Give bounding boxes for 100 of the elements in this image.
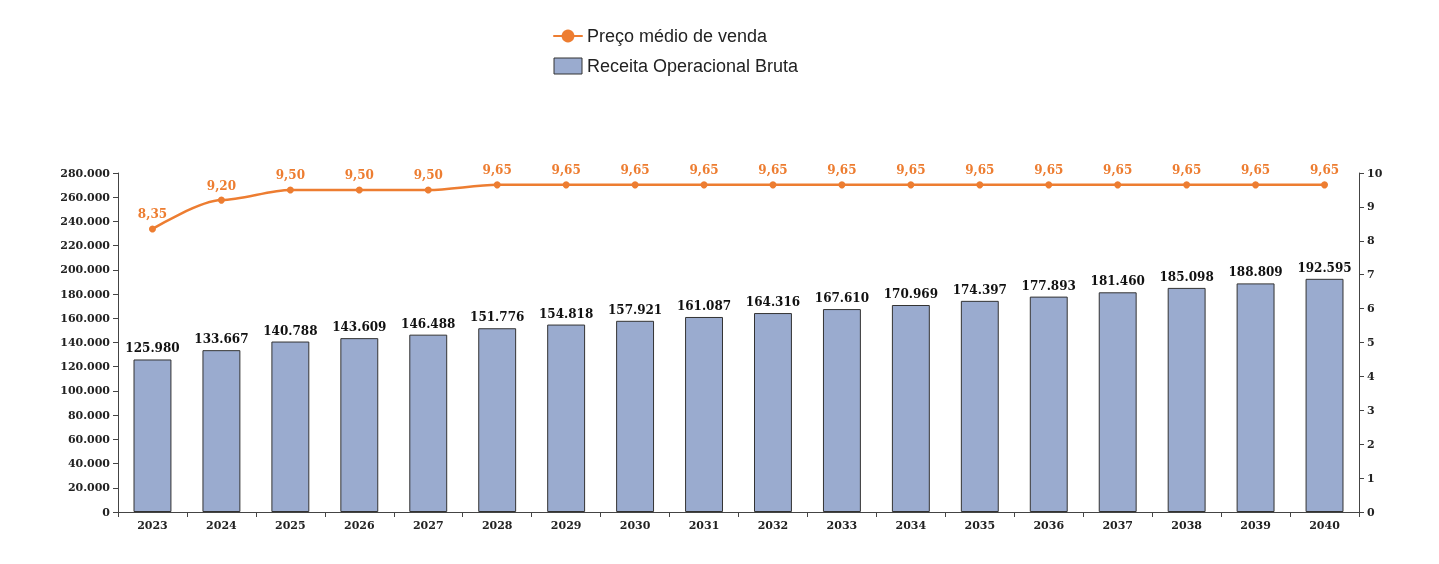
- x-tick-label: 2035: [964, 519, 996, 532]
- data-label: 181.460: [1090, 274, 1145, 289]
- x-tick-label: 2025: [275, 519, 306, 532]
- point: [907, 181, 915, 189]
- bar: [891, 305, 930, 512]
- data-label: 9,65: [482, 163, 512, 178]
- x-tick-label: 2023: [137, 519, 168, 532]
- data-label: 174.397: [952, 282, 1007, 297]
- point: [493, 181, 501, 189]
- bar: [616, 320, 655, 512]
- bar: [1236, 283, 1275, 512]
- y-tick-label: 200.000: [60, 263, 111, 277]
- y-tick-label: 100.000: [60, 384, 111, 398]
- y-tick-label: 280.000: [60, 166, 111, 180]
- point: [1183, 181, 1191, 189]
- y-tick-label: 60.000: [67, 432, 111, 446]
- data-label: 9,65: [758, 163, 788, 178]
- y2-tick-label: 3: [1367, 403, 1375, 417]
- x-tick-label: 2038: [1171, 519, 1203, 532]
- data-label: 9,65: [1240, 163, 1271, 178]
- y2-tick-label: 5: [1367, 336, 1375, 349]
- data-label: 185.098: [1159, 269, 1214, 284]
- data-label: 143.609: [332, 320, 387, 335]
- data-label: 161.087: [676, 298, 732, 313]
- data-label: 9,65: [827, 163, 857, 178]
- y-tick-label: 260.000: [60, 190, 111, 204]
- x-tick-label: 2029: [550, 519, 582, 532]
- data-label: 9,65: [965, 163, 995, 178]
- x-tick-label: 2030: [619, 519, 651, 532]
- y-tick-label: 240.000: [60, 214, 111, 228]
- x-tick-label: 2028: [481, 519, 513, 532]
- point: [1045, 181, 1053, 189]
- y2-tick-label: 7: [1367, 268, 1375, 282]
- point: [424, 186, 432, 194]
- bar: [340, 338, 379, 512]
- data-label: 8,35: [137, 207, 168, 222]
- legend-label: Receita Operacional Bruta: [587, 56, 800, 76]
- data-label: 9,65: [1103, 163, 1133, 178]
- data-label: 146.488: [401, 316, 456, 331]
- bar: [822, 309, 861, 512]
- data-label: 9,50: [275, 168, 305, 183]
- point: [286, 186, 294, 194]
- data-label: 9,65: [551, 163, 581, 178]
- y2-tick-label: 4: [1367, 369, 1375, 383]
- y2-tick-label: 6: [1367, 302, 1375, 316]
- y2-tick-label: 9: [1367, 200, 1375, 214]
- x-tick-label: 2031: [688, 519, 720, 532]
- data-label: 133.667: [194, 332, 249, 347]
- point: [148, 225, 156, 233]
- data-label: 192.595: [1297, 260, 1352, 275]
- bar: [478, 328, 517, 512]
- x-tick-label: 2024: [206, 519, 238, 532]
- bar: [754, 313, 792, 512]
- bar: [1167, 287, 1206, 512]
- point: [1114, 181, 1122, 189]
- x-tick-label: 2034: [895, 519, 927, 532]
- bar: [1029, 296, 1068, 512]
- y2-tick-label: 1: [1367, 471, 1375, 485]
- point: [631, 181, 639, 189]
- data-label: 9,50: [413, 168, 443, 183]
- point: [562, 181, 570, 189]
- x-tick-label: 2040: [1309, 519, 1341, 532]
- x-tick-label: 2039: [1240, 519, 1271, 532]
- x-tick-label: 2033: [826, 519, 858, 532]
- y2-tick-label: 8: [1367, 234, 1375, 248]
- data-label: 167.610: [814, 291, 870, 306]
- bar: [133, 359, 172, 512]
- y-tick-label: 140.000: [60, 336, 111, 349]
- bar: [960, 300, 999, 512]
- data-label: 9,50: [344, 168, 374, 183]
- y-tick-label: 220.000: [60, 239, 111, 253]
- bar: [202, 350, 241, 512]
- x-tick-label: 2027: [412, 519, 444, 532]
- data-label: 125.980: [125, 341, 180, 356]
- data-label: 164.316: [745, 295, 801, 310]
- point: [217, 196, 225, 204]
- point: [838, 181, 846, 189]
- y-tick-label: 120.000: [60, 360, 111, 374]
- x-tick-label: 2037: [1102, 519, 1134, 532]
- data-label: 177.893: [1021, 278, 1076, 293]
- data-label: 188.809: [1228, 265, 1283, 280]
- y2-tick-label: 10: [1367, 166, 1383, 180]
- y-tick-label: 20.000: [67, 481, 111, 495]
- x-tick-label: 2026: [343, 519, 375, 532]
- data-label: 140.788: [263, 323, 318, 338]
- data-label: 9,65: [689, 163, 719, 178]
- bar: [271, 341, 310, 512]
- y-tick-label: 40.000: [67, 457, 111, 471]
- data-label: 9,65: [1309, 163, 1340, 178]
- data-label: 9,65: [620, 163, 650, 178]
- data-label: 9,65: [1034, 163, 1064, 178]
- point: [1321, 181, 1329, 189]
- data-label: 151.776: [470, 310, 525, 325]
- data-label: 154.818: [539, 306, 594, 321]
- y-tick-label: 180.000: [60, 287, 111, 301]
- x-tick-label: 2036: [1033, 519, 1065, 532]
- y-tick-label: 0: [102, 505, 111, 519]
- bar: [1305, 278, 1344, 512]
- data-label: 9,65: [896, 163, 926, 178]
- data-label: 9,20: [206, 178, 237, 193]
